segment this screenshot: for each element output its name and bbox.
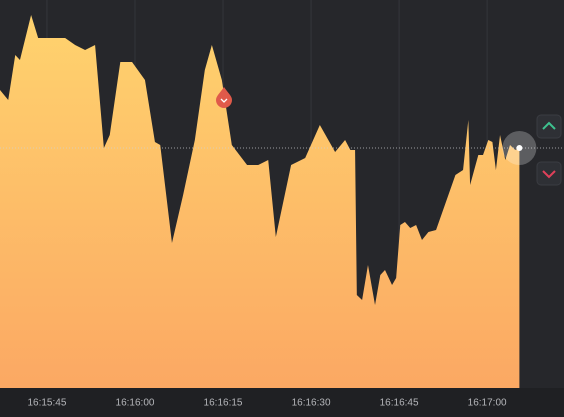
x-tick-label: 16:16:00 [116, 398, 155, 409]
down-chevron [542, 170, 556, 179]
x-tick-label: 16:17:00 [468, 398, 507, 409]
x-tick-label: 16:15:45 [27, 398, 66, 409]
x-axis-band [0, 388, 564, 417]
current-price-dot [516, 145, 523, 151]
sell-button[interactable] [536, 161, 562, 186]
price-area [0, 15, 520, 388]
up-chevron [542, 121, 556, 130]
marker-arrow [220, 98, 228, 103]
button-box[interactable] [536, 161, 562, 186]
marker-drop [216, 87, 232, 108]
buy-button[interactable] [536, 114, 562, 139]
x-tick-label: 16:16:45 [380, 398, 419, 409]
x-tick-label: 16:16:15 [204, 398, 243, 409]
trade-marker [216, 87, 232, 108]
button-box[interactable] [536, 114, 562, 139]
x-tick-label: 16:16:30 [292, 398, 331, 409]
